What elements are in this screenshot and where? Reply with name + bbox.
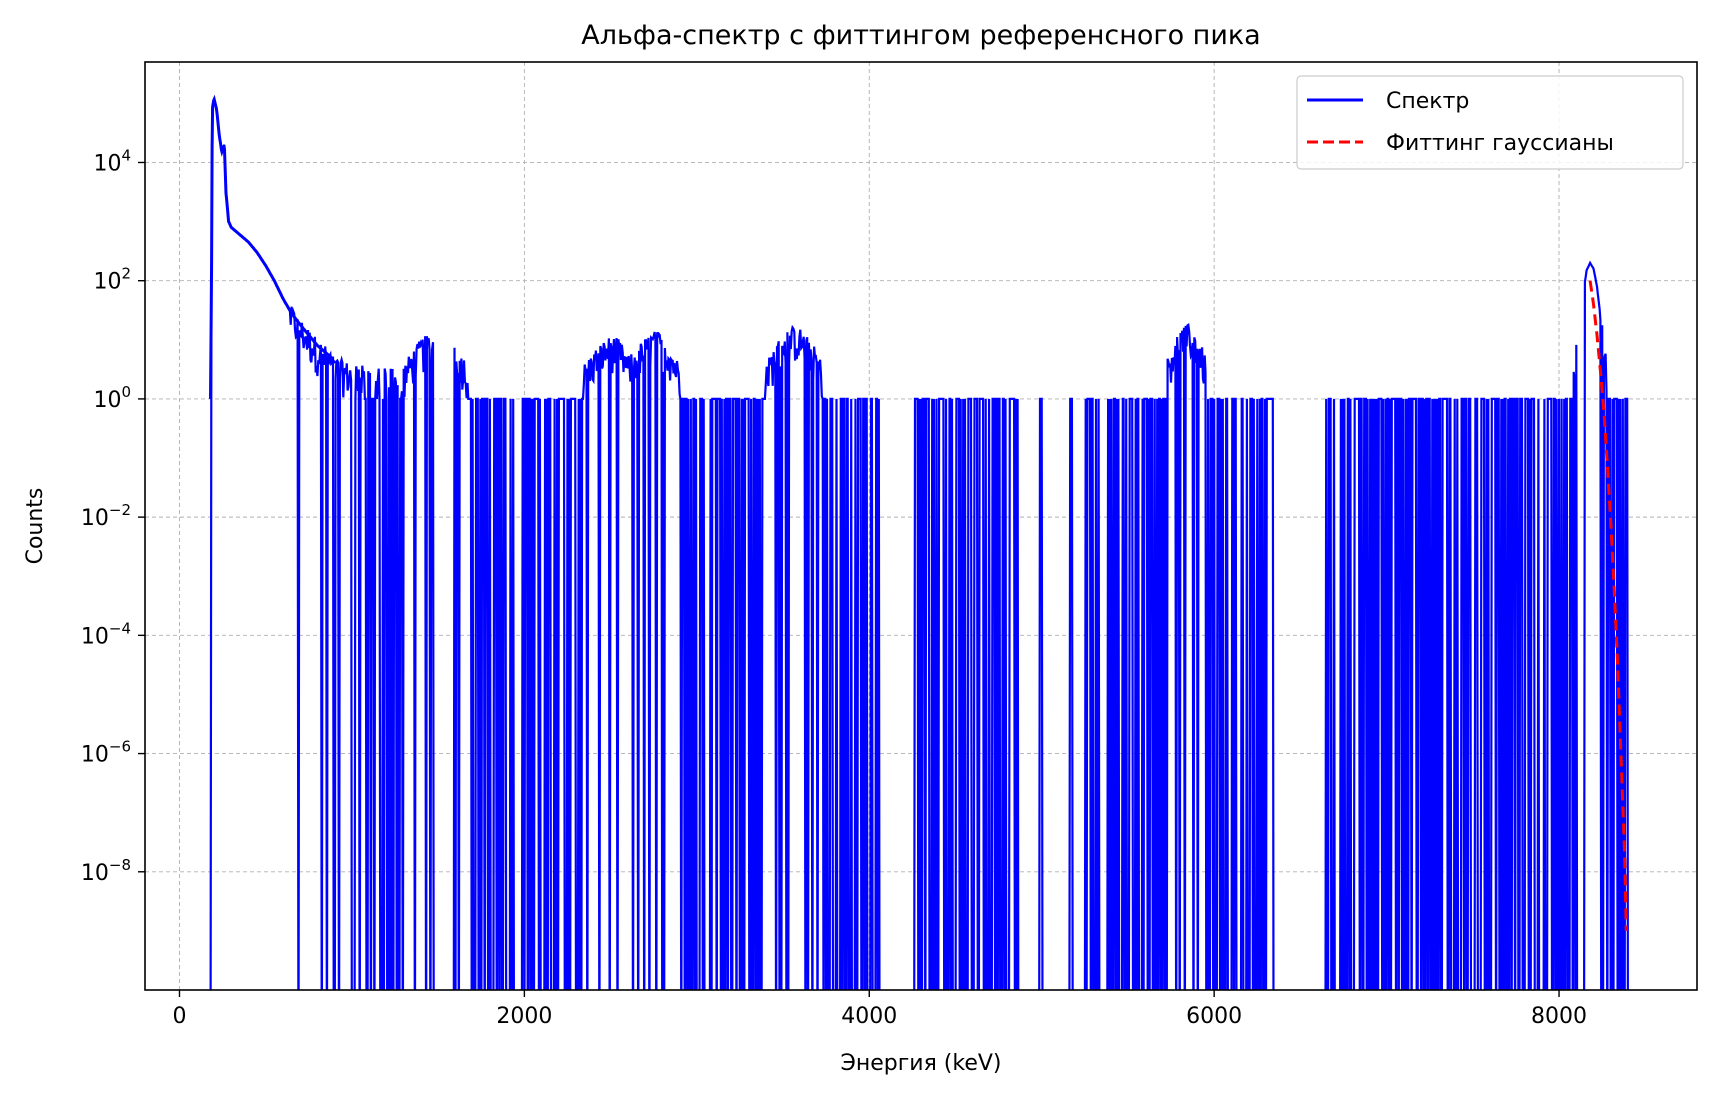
chart-title: Альфа-спектр с фиттингом референсного пи… <box>581 20 1260 51</box>
x-tick-label: 0 <box>172 1004 186 1029</box>
x-tick-label: 8000 <box>1531 1004 1587 1029</box>
y-tick-label: 10−8 <box>81 856 131 886</box>
y-tick-label: 102 <box>93 265 131 295</box>
x-tick-label: 6000 <box>1186 1004 1242 1029</box>
y-tick-label: 10−4 <box>81 619 131 649</box>
y-tick-label: 10−2 <box>81 501 131 531</box>
y-tick-label: 100 <box>93 383 131 413</box>
gaussian-fit-series <box>1588 280 1628 931</box>
x-tick-label: 2000 <box>496 1004 552 1029</box>
y-tick-label: 104 <box>93 146 131 176</box>
spectrum-line <box>209 98 1629 990</box>
legend-fit-label: Фиттинг гауссианы <box>1386 131 1614 156</box>
spectrum-main-line <box>209 94 336 399</box>
y-axis-label: Counts <box>23 488 48 565</box>
legend-box <box>1296 75 1684 170</box>
plot-frame <box>144 61 1698 991</box>
x-axis-label: Энергия (keV) <box>840 1051 1001 1076</box>
legend: Спектр Фиттинг гауссианы <box>1296 75 1684 170</box>
y-axis-ticks: 104 102 100 10−2 10−4 10−6 10−8 <box>81 146 145 886</box>
x-tick-label: 4000 <box>841 1004 897 1029</box>
y-tick-label: 10−6 <box>81 738 131 768</box>
gaussian-fit-line <box>1588 280 1628 931</box>
x-axis-ticks: 0 2000 4000 6000 8000 <box>172 990 1587 1029</box>
legend-spectrum-label: Спектр <box>1386 89 1469 114</box>
spectrum-series <box>209 94 1629 990</box>
